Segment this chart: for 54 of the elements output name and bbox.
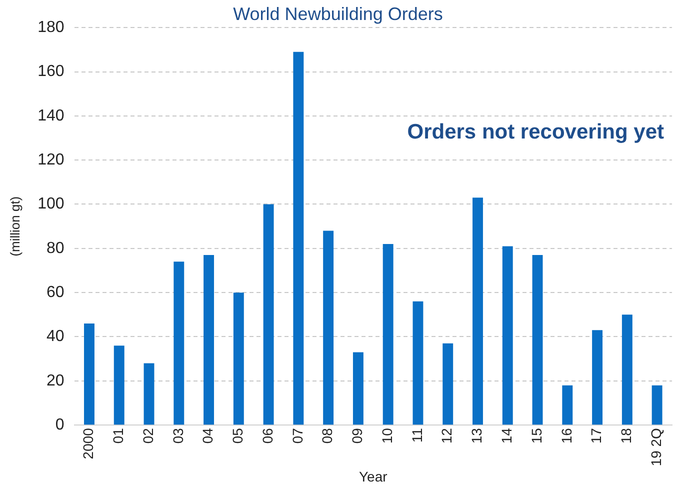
y-tick-label: 180 — [38, 19, 64, 36]
x-tick-label: 14 — [498, 428, 514, 444]
x-axis-title: Year — [359, 468, 388, 484]
bar — [144, 363, 154, 425]
x-tick-label: 13 — [468, 428, 485, 444]
bar — [114, 346, 124, 425]
bar — [84, 323, 94, 425]
x-tick-label: 16 — [558, 428, 574, 444]
annotation: Orders not recovering yet — [407, 120, 664, 144]
y-tick-label: 100 — [38, 196, 64, 213]
bar — [382, 244, 394, 425]
bar — [263, 204, 274, 425]
bar — [652, 385, 662, 425]
x-tick-label: 10 — [378, 428, 395, 444]
bar — [442, 343, 454, 425]
x-tick-label: 08 — [319, 428, 336, 444]
x-tick-label: 12 — [438, 428, 455, 444]
bar — [592, 330, 603, 425]
x-tick-label: 02 — [140, 428, 156, 444]
y-tick-label: 0 — [55, 416, 64, 434]
x-tick-label: 19 2Q — [648, 428, 664, 466]
y-tick-label: 60 — [46, 284, 64, 301]
bar — [562, 385, 573, 425]
x-tick-label: 05 — [230, 428, 246, 444]
bar — [412, 301, 424, 425]
x-tick-label: 03 — [170, 428, 186, 444]
bar — [532, 255, 543, 425]
x-tick-label: 09 — [349, 428, 366, 444]
y-tick-label: 160 — [38, 63, 64, 80]
x-tick-label: 07 — [289, 428, 306, 444]
x-tick-label: 11 — [408, 428, 425, 443]
bar — [293, 52, 304, 425]
bar — [352, 352, 364, 425]
x-tick-label: 18 — [618, 428, 634, 444]
x-tick-label: 17 — [588, 428, 604, 444]
y-tick-label: 40 — [46, 328, 64, 346]
x-tick-label: 01 — [110, 428, 126, 444]
x-tick-label: 2000 — [80, 428, 96, 460]
bar — [502, 246, 513, 425]
bar — [472, 198, 483, 425]
y-tick-label: 80 — [46, 240, 64, 257]
y-tick-label: 20 — [46, 372, 64, 390]
chart-title: World Newbuilding Orders — [233, 4, 443, 24]
x-tick-label: 04 — [200, 428, 216, 444]
y-tick-label: 120 — [38, 151, 64, 168]
bar — [622, 314, 632, 425]
bar — [323, 230, 334, 425]
y-axis-title: (million gt) — [7, 196, 22, 256]
x-tick-label: 06 — [259, 428, 276, 444]
y-tick-label: 140 — [38, 107, 64, 124]
bar — [174, 262, 184, 425]
bar — [233, 292, 244, 425]
x-tick-label: 15 — [528, 428, 544, 444]
bar — [204, 255, 214, 425]
